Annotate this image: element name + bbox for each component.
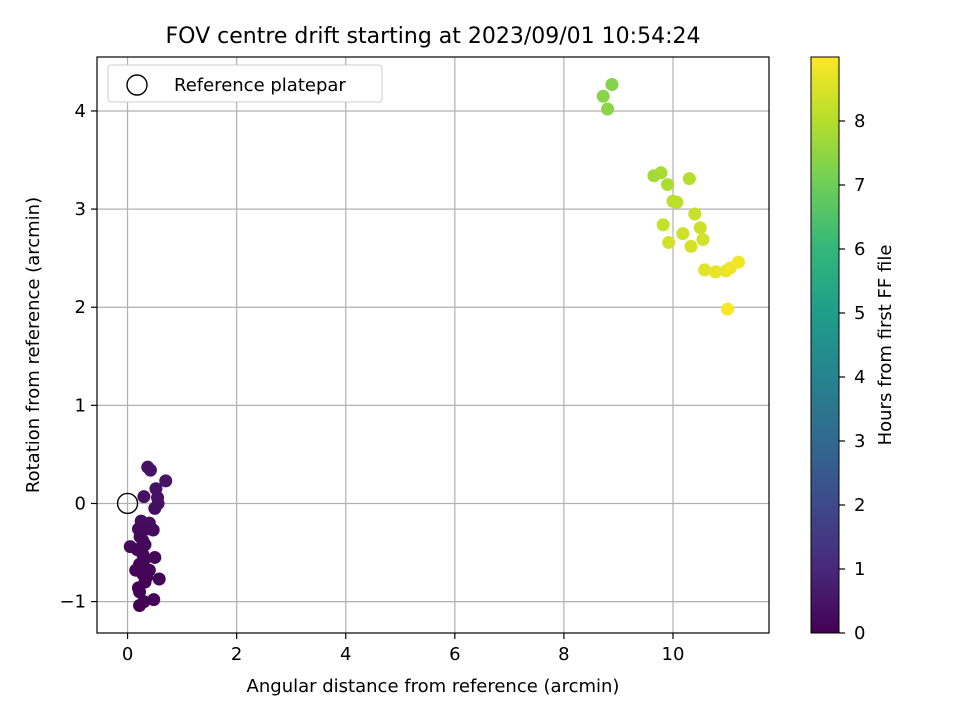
data-point xyxy=(147,593,161,607)
colorbar-ticks: 0 1 2 3 4 5 6 7 8 xyxy=(839,111,865,644)
y-tick-label: 0 xyxy=(75,493,86,514)
data-point xyxy=(661,178,675,192)
x-tick-label: 8 xyxy=(558,644,569,665)
data-point xyxy=(731,255,745,269)
data-points xyxy=(123,77,745,613)
y-axis-label: Rotation from reference (arcmin) xyxy=(23,197,44,493)
x-tick-label: 2 xyxy=(231,644,242,665)
data-point xyxy=(693,221,707,235)
data-point xyxy=(137,490,151,504)
colorbar-tick-label: 5 xyxy=(854,303,865,324)
colorbar-label: Hours from first FF file xyxy=(875,245,896,446)
legend: Reference platepar xyxy=(107,64,383,103)
y-tick-label: 1 xyxy=(75,395,86,416)
colorbar-tick-label: 0 xyxy=(854,623,865,644)
data-point xyxy=(133,585,147,599)
y-tick-label: 2 xyxy=(75,297,86,318)
data-point xyxy=(596,89,610,103)
legend-entry-reference: Reference platepar xyxy=(174,75,346,96)
data-point xyxy=(684,239,698,253)
colorbar-gradient xyxy=(810,56,840,634)
plot-frame xyxy=(96,56,770,634)
data-point xyxy=(133,599,147,613)
x-tick-label: 6 xyxy=(449,644,460,665)
data-point xyxy=(159,474,173,488)
data-point xyxy=(670,195,684,209)
colorbar-tick-label: 7 xyxy=(854,175,865,196)
data-point xyxy=(656,218,670,232)
colorbar: 0 1 2 3 4 5 6 7 8 Hours from first FF file xyxy=(810,56,896,644)
x-axis-label: Angular distance from reference (arcmin) xyxy=(247,676,620,697)
data-point xyxy=(709,265,723,279)
data-point xyxy=(601,102,615,116)
reference-marker xyxy=(116,492,139,515)
colorbar-tick-label: 3 xyxy=(854,431,865,452)
data-point xyxy=(721,302,735,316)
legend-box xyxy=(107,64,383,103)
data-point xyxy=(143,463,157,477)
colorbar-tick-label: 4 xyxy=(854,367,865,388)
grid xyxy=(97,57,769,633)
x-tick-label: 10 xyxy=(662,644,685,665)
y-tick-label: 3 xyxy=(75,199,86,220)
y-tick-label: 4 xyxy=(75,101,86,122)
colorbar-tick-label: 2 xyxy=(854,495,865,516)
data-point xyxy=(662,235,676,249)
data-point xyxy=(696,233,710,247)
data-point xyxy=(152,572,166,586)
data-point xyxy=(605,77,619,91)
reference-platepar-marker xyxy=(116,492,139,515)
chart-title: FOV centre drift starting at 2023/09/01 … xyxy=(166,24,701,49)
y-axis-ticks: −1 0 1 2 3 4 xyxy=(59,101,97,613)
colorbar-tick-label: 6 xyxy=(854,239,865,260)
x-tick-label: 0 xyxy=(122,644,133,665)
data-point xyxy=(148,550,162,564)
colorbar-tick-label: 8 xyxy=(854,111,865,132)
data-point xyxy=(676,227,690,241)
x-tick-label: 4 xyxy=(340,644,351,665)
data-point xyxy=(698,263,712,277)
data-point xyxy=(688,207,702,221)
legend-marker-reference xyxy=(126,74,148,96)
colorbar-tick-label: 1 xyxy=(854,559,865,580)
x-axis-ticks: 0 2 4 6 8 10 xyxy=(122,633,685,665)
data-point xyxy=(654,166,668,180)
y-tick-label: −1 xyxy=(59,592,86,613)
data-point xyxy=(682,172,696,186)
data-point xyxy=(146,523,160,537)
data-point xyxy=(148,501,162,515)
